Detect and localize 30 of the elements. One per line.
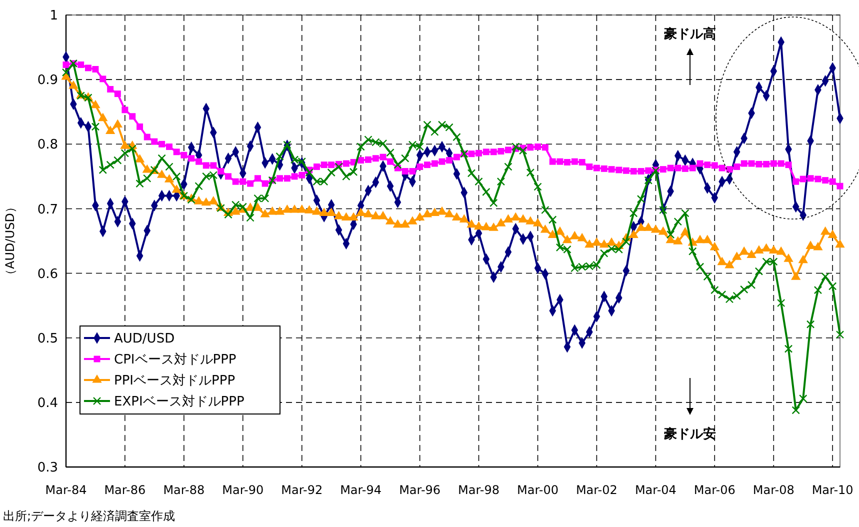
y-tick-label: 0.4 [37, 396, 58, 411]
x-tick-label: Mar-96 [399, 483, 441, 497]
x-tick-label: Mar-98 [458, 483, 500, 497]
y-tick-label: 1 [50, 8, 58, 24]
x-tick-label: Mar-86 [104, 483, 146, 497]
text: 出所;データより経済調査室作成 [3, 509, 176, 523]
y-tick-label: 0.6 [37, 266, 58, 282]
x-tick-label: Mar-90 [222, 483, 264, 497]
y-axis-title: （AUD/USD） [3, 201, 17, 281]
x-tick-label: Mar-84 [45, 483, 87, 497]
x-tick-label: Mar-88 [163, 483, 205, 497]
y-tick-label: 0.5 [37, 331, 58, 346]
x-tick-label: Mar-02 [576, 483, 618, 497]
legend-label: AUD/USD [114, 332, 175, 347]
annotation: 豪ドル高 [663, 26, 716, 42]
x-tick-label: Mar-92 [281, 483, 323, 497]
x-tick-label: Mar-08 [752, 483, 794, 497]
x-tick-label: Mar-94 [340, 483, 382, 497]
y-tick-label: 0.7 [37, 202, 58, 218]
x-tick-label: Mar-00 [517, 483, 559, 497]
x-tick-label: Mar-10 [812, 483, 854, 497]
y-tick-label: 0.3 [37, 460, 58, 476]
annotation: 豪ドル安 [663, 426, 716, 442]
legend-label: EXPIベース対ドルPPP [114, 394, 244, 410]
y-tick-label: 0.9 [37, 73, 58, 88]
legend-label: PPIベース対ドルPPP [114, 372, 236, 389]
x-tick-label: Mar-06 [694, 483, 736, 497]
x-tick-label: Mar-04 [634, 483, 676, 497]
legend-label: CPIベース対ドルPPP [114, 352, 236, 368]
y-tick-label: 0.8 [37, 138, 58, 153]
